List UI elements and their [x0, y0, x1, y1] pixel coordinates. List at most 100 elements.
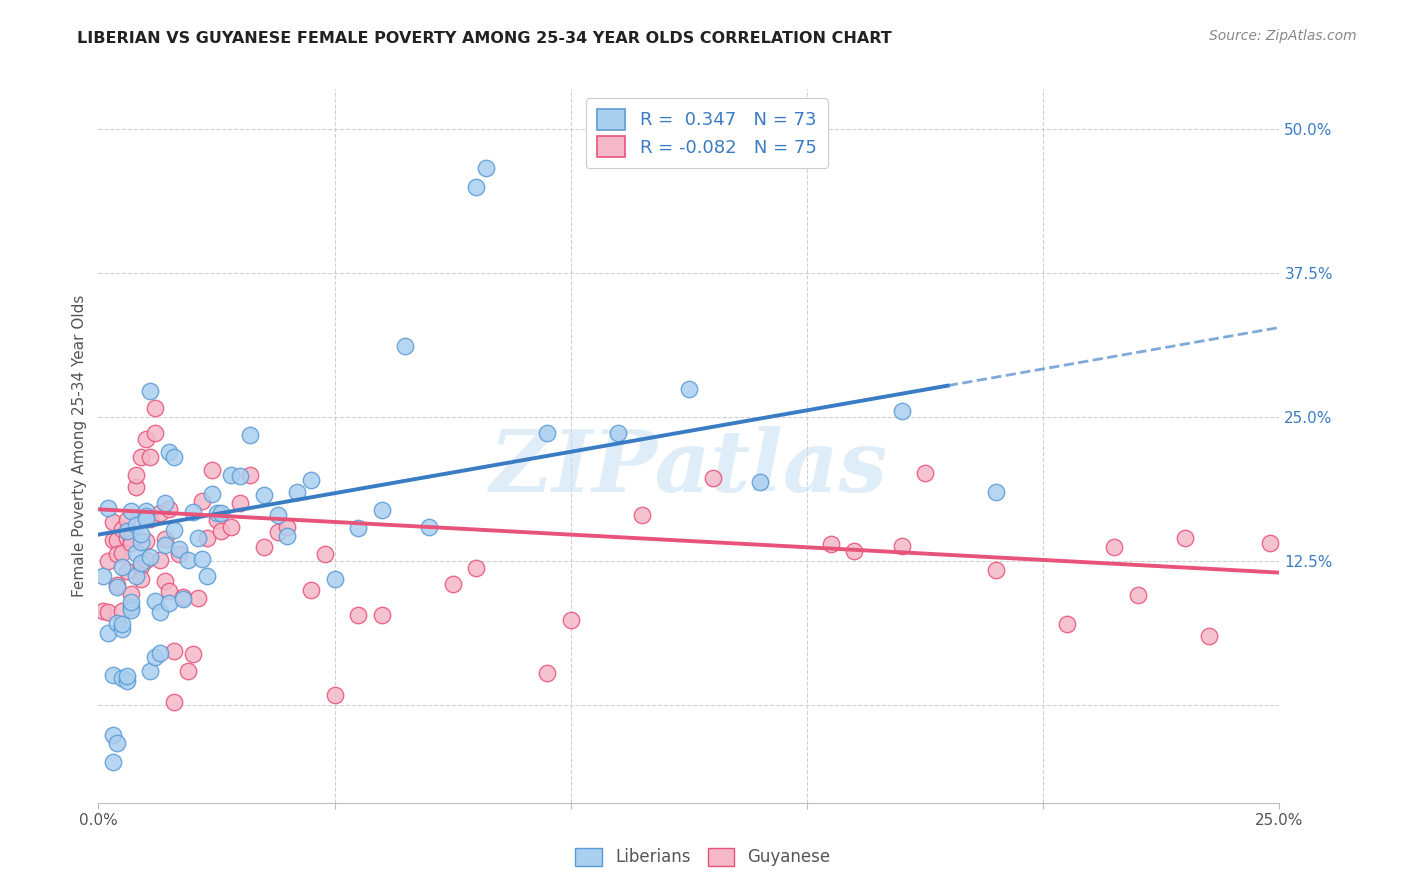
Point — [153, 538, 176, 552]
Point — [984, 485, 1007, 500]
Point — [153, 574, 176, 589]
Point — [135, 512, 157, 526]
Point — [195, 569, 218, 583]
Legend: Liberians, Guyanese: Liberians, Guyanese — [568, 841, 838, 873]
Point — [748, 475, 770, 489]
Point — [157, 501, 180, 516]
Point — [1126, 587, 1149, 601]
Point — [97, 605, 120, 619]
Point — [163, 450, 186, 464]
Point — [205, 513, 228, 527]
Point — [111, 523, 134, 537]
Point — [163, 643, 186, 657]
Point — [101, 515, 124, 529]
Point — [536, 665, 558, 680]
Point — [121, 595, 143, 609]
Point — [702, 471, 724, 485]
Point — [111, 616, 134, 631]
Point — [678, 382, 700, 396]
Point — [125, 518, 148, 533]
Point — [1102, 541, 1125, 555]
Point — [105, 547, 128, 561]
Point — [229, 496, 252, 510]
Point — [167, 547, 190, 561]
Point — [209, 507, 232, 521]
Point — [139, 384, 162, 398]
Point — [125, 468, 148, 483]
Point — [181, 647, 204, 661]
Point — [105, 533, 128, 548]
Point — [229, 469, 252, 483]
Point — [323, 688, 346, 702]
Point — [177, 664, 200, 678]
Point — [121, 531, 143, 545]
Point — [177, 552, 200, 566]
Point — [371, 503, 394, 517]
Point — [239, 468, 262, 483]
Point — [157, 445, 180, 459]
Point — [347, 607, 370, 622]
Point — [276, 529, 298, 543]
Point — [101, 755, 124, 769]
Point — [1056, 617, 1078, 632]
Point — [276, 520, 298, 534]
Point — [129, 527, 152, 541]
Point — [163, 695, 186, 709]
Point — [153, 532, 176, 546]
Point — [105, 577, 128, 591]
Point — [135, 504, 157, 518]
Point — [253, 541, 276, 555]
Point — [172, 592, 194, 607]
Point — [115, 524, 138, 539]
Point — [347, 521, 370, 535]
Point — [820, 536, 842, 550]
Point — [143, 426, 166, 441]
Point — [299, 473, 322, 487]
Text: Source: ZipAtlas.com: Source: ZipAtlas.com — [1209, 29, 1357, 44]
Y-axis label: Female Poverty Among 25-34 Year Olds: Female Poverty Among 25-34 Year Olds — [72, 295, 87, 597]
Point — [285, 485, 308, 500]
Point — [139, 550, 162, 565]
Point — [1174, 531, 1197, 545]
Point — [187, 591, 209, 605]
Text: LIBERIAN VS GUYANESE FEMALE POVERTY AMONG 25-34 YEAR OLDS CORRELATION CHART: LIBERIAN VS GUYANESE FEMALE POVERTY AMON… — [77, 31, 891, 46]
Point — [105, 616, 128, 631]
Point — [129, 556, 152, 570]
Point — [219, 467, 242, 482]
Point — [167, 542, 190, 557]
Point — [149, 646, 172, 660]
Point — [890, 404, 912, 418]
Point — [267, 525, 290, 540]
Point — [121, 536, 143, 550]
Point — [115, 668, 138, 682]
Point — [371, 608, 394, 623]
Point — [101, 667, 124, 681]
Point — [105, 736, 128, 750]
Point — [1258, 536, 1281, 550]
Point — [536, 425, 558, 440]
Point — [219, 520, 242, 534]
Point — [844, 544, 866, 558]
Point — [267, 508, 290, 523]
Point — [157, 584, 180, 599]
Point — [111, 560, 134, 574]
Point — [91, 604, 114, 618]
Point — [630, 508, 652, 522]
Point — [111, 623, 134, 637]
Point — [97, 554, 120, 568]
Point — [97, 626, 120, 640]
Point — [163, 523, 186, 537]
Point — [191, 552, 214, 566]
Point — [121, 586, 143, 600]
Point — [111, 604, 134, 618]
Point — [143, 593, 166, 607]
Point — [115, 532, 138, 546]
Point — [253, 488, 276, 502]
Point — [195, 531, 218, 545]
Point — [209, 524, 232, 538]
Point — [121, 603, 143, 617]
Point — [129, 572, 152, 586]
Point — [314, 547, 336, 561]
Point — [97, 500, 120, 515]
Point — [890, 540, 912, 554]
